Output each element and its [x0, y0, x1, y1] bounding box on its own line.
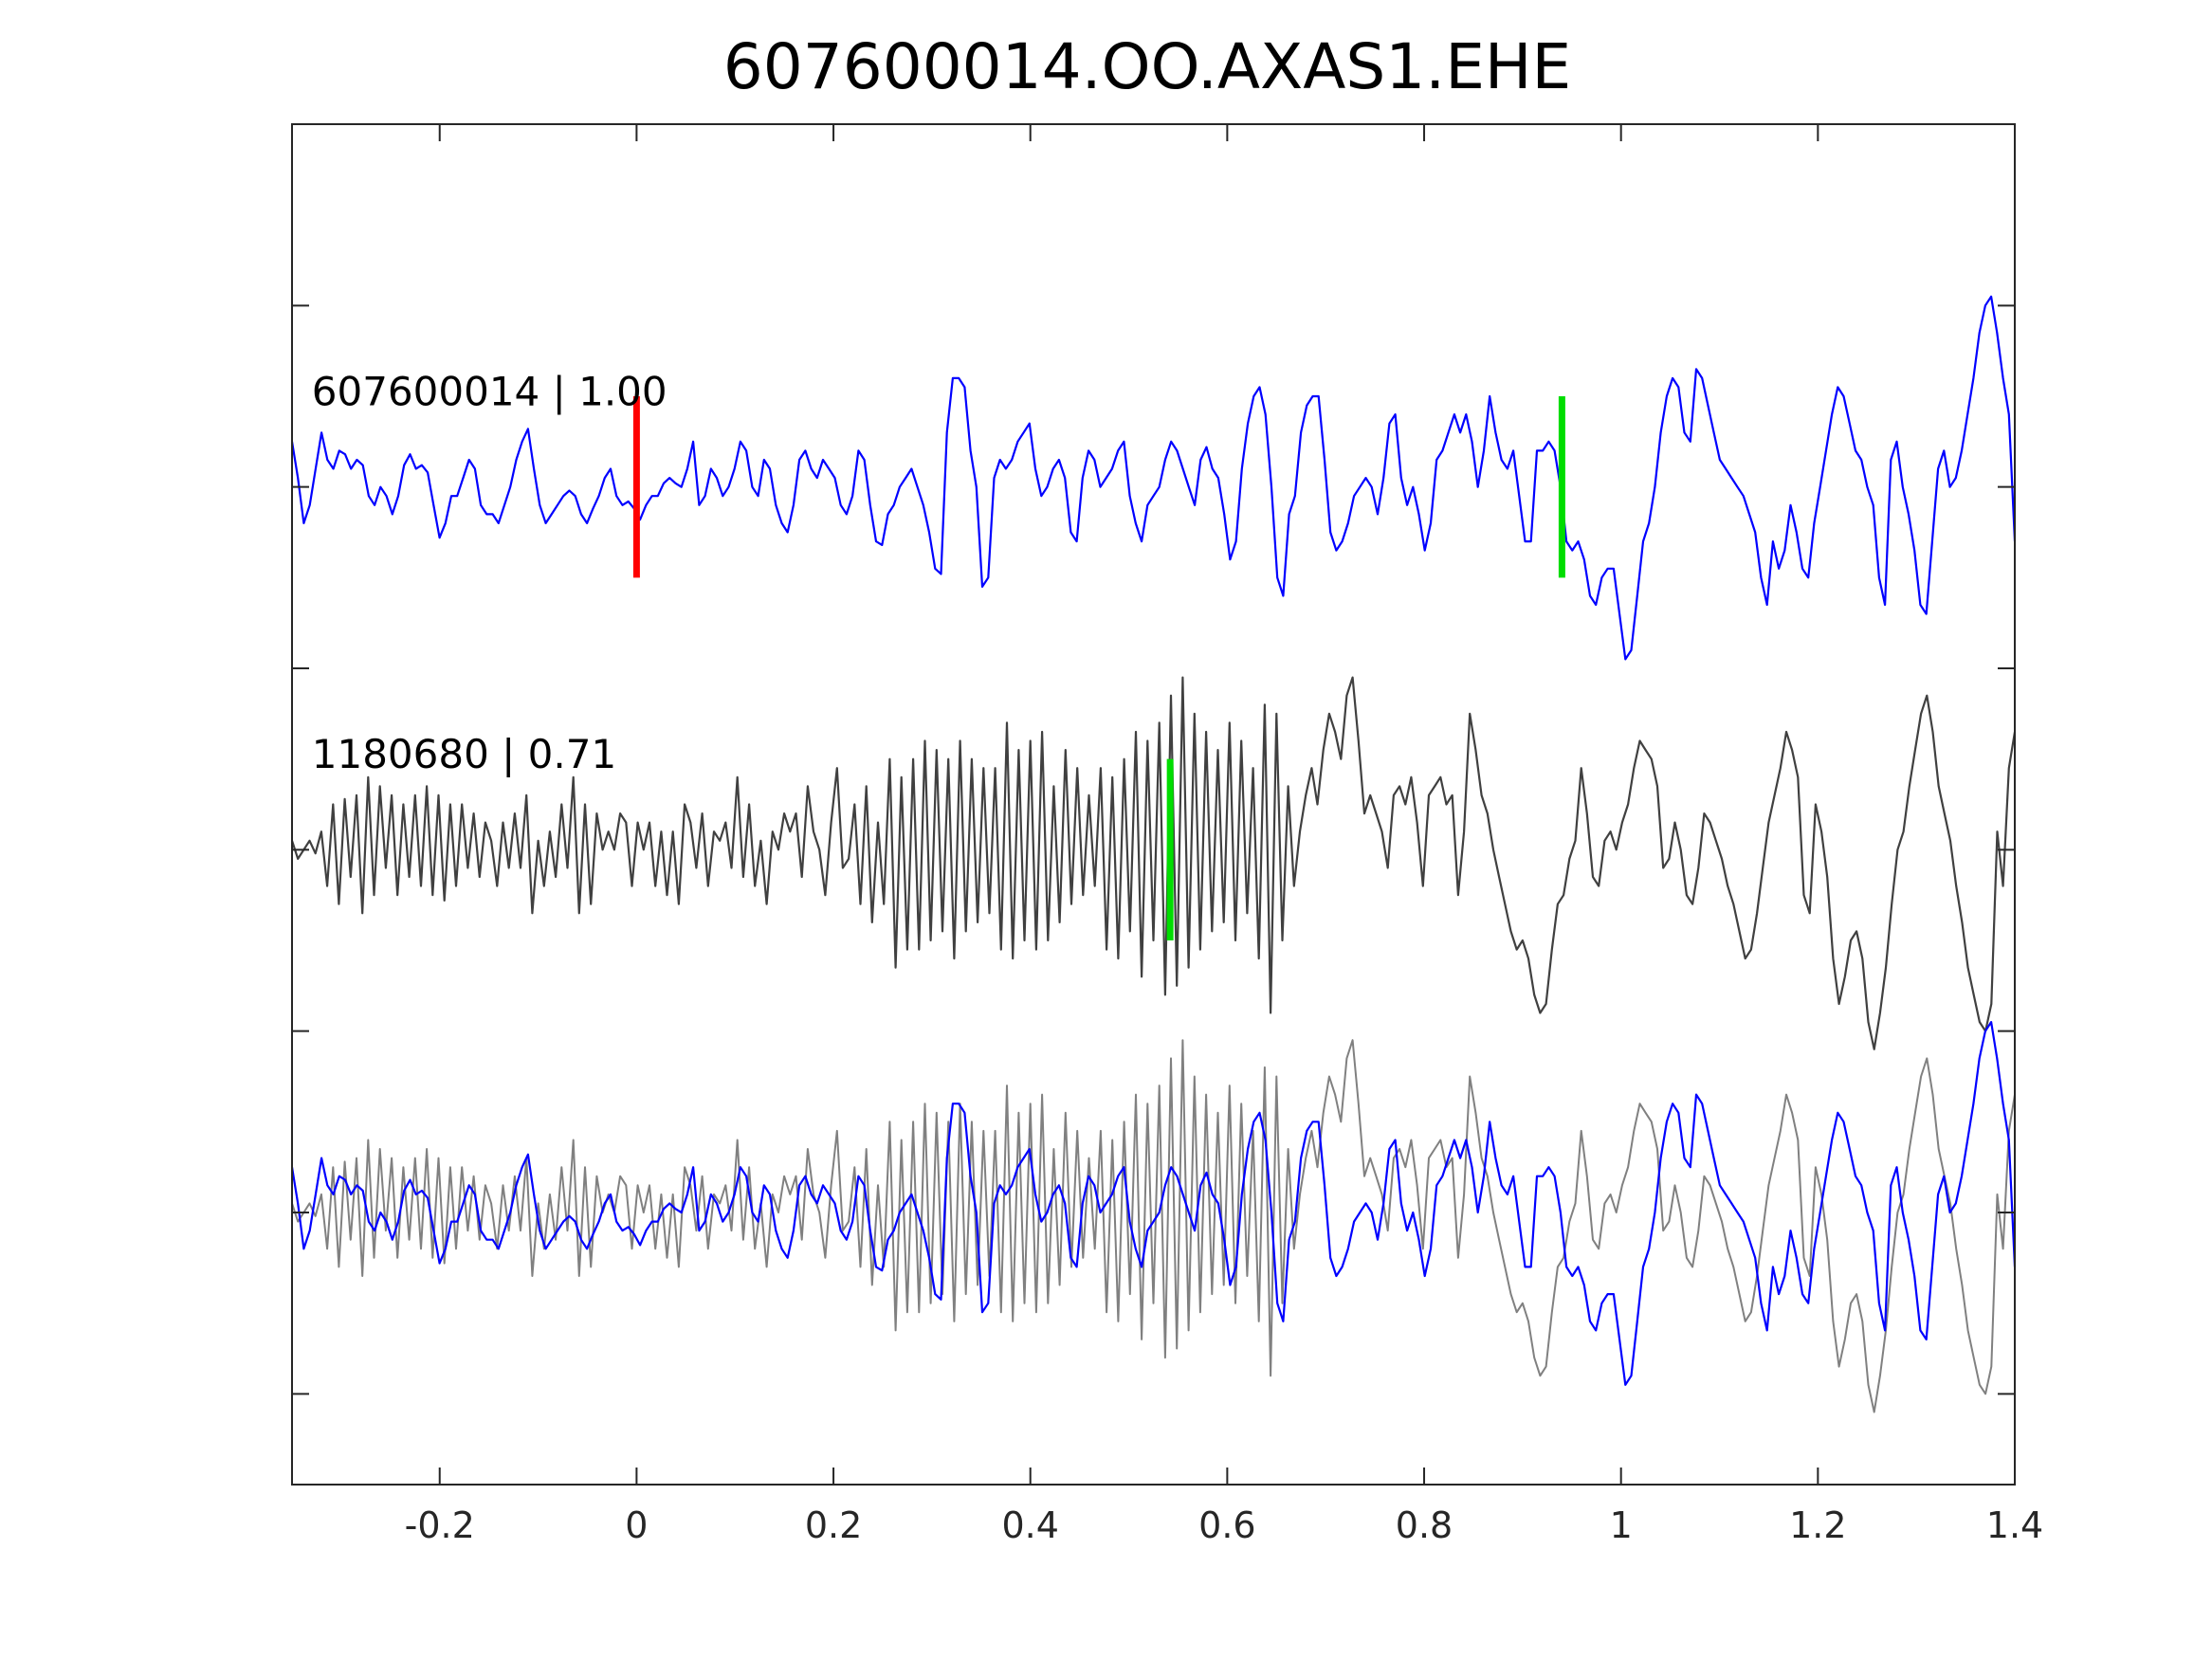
x-tick-label-5: 0.8 — [1396, 1504, 1453, 1546]
x-tick-labels-layer: -0.2 0 0.2 0.4 0.6 0.8 1 1.2 1.4 — [405, 1504, 2044, 1546]
x-tick-label-8: 1.4 — [1986, 1504, 2043, 1546]
ticks-layer — [292, 124, 2016, 1485]
x-tick-label-4: 0.6 — [1198, 1504, 1255, 1546]
x-tick-label-7: 1.2 — [1789, 1504, 1846, 1546]
picks-layer — [632, 396, 1565, 940]
trace-607600014 — [290, 295, 2017, 661]
trace-labels-layer: 607600014 | 1.00 1180680 | 0.71 — [312, 369, 667, 778]
trace-label-1180680: 1180680 | 0.71 — [312, 731, 616, 777]
overlay-trace-607600014 — [290, 1020, 2017, 1386]
chart-title: 607600014.OO.AXAS1.EHE — [723, 30, 1572, 103]
axes-frame — [291, 123, 2016, 1486]
x-tick-label-2: 0.2 — [805, 1504, 862, 1546]
x-tick-label-1: 0 — [625, 1504, 648, 1546]
trace-1180680 — [290, 676, 2017, 1050]
x-tick-label-6: 1 — [1610, 1504, 1633, 1546]
overlay-trace-1180680 — [291, 1039, 2016, 1413]
x-tick-label-3: 0.4 — [1001, 1504, 1058, 1546]
traces-layer — [290, 295, 2017, 1413]
x-tick-label-0: -0.2 — [405, 1504, 475, 1546]
trace-label-607600014: 607600014 | 1.00 — [312, 369, 667, 415]
